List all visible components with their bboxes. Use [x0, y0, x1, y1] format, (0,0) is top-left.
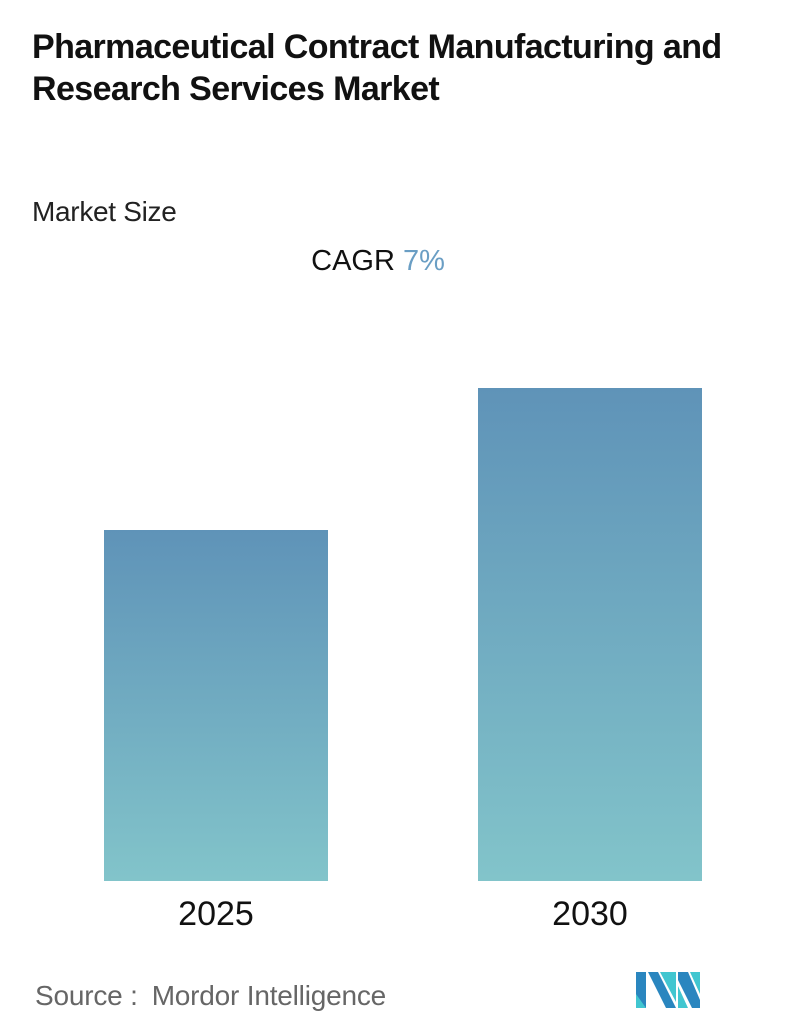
x-tick-label-2030: 2030: [552, 895, 628, 933]
x-tick-label-2025: 2025: [178, 895, 254, 933]
cagr-value: 7%: [402, 245, 445, 277]
chart-subtitle: Market Size: [32, 196, 177, 227]
bar-2030: [478, 388, 702, 881]
cagr-annotation: CAGR 7%: [0, 244, 756, 278]
source-name: Mordor Intelligence: [151, 980, 387, 1011]
chart-title: Pharmaceutical Contract Manufacturing an…: [32, 28, 722, 108]
bar-2025: [104, 530, 328, 881]
source-credit: Source : Mordor Intelligence: [35, 978, 386, 1014]
cagr-label: CAGR: [311, 245, 395, 277]
source-label: Source :: [35, 980, 138, 1011]
plot-area: [0, 300, 796, 881]
mordor-intelligence-logo-icon: [636, 972, 700, 1008]
